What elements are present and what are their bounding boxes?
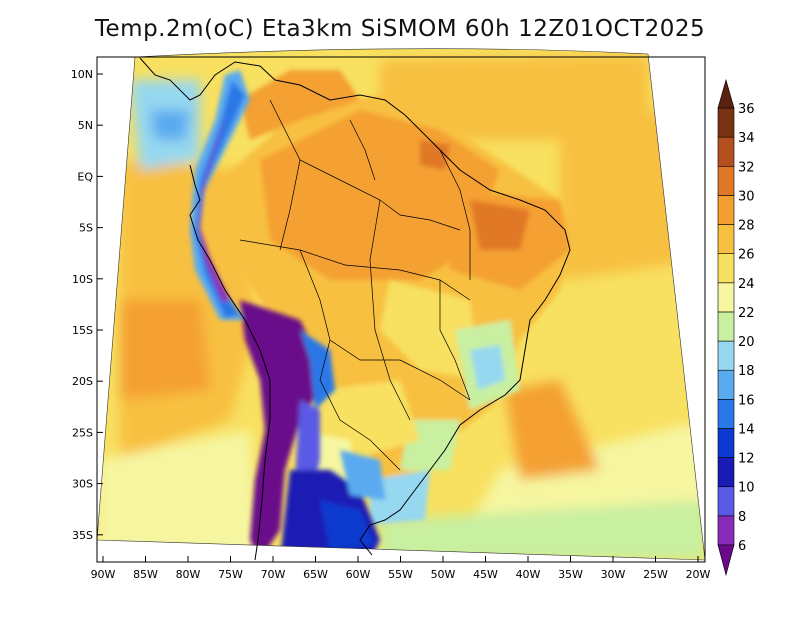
colorbar-label: 36 — [738, 102, 755, 117]
colorbar-label: 10 — [738, 481, 755, 496]
lon-tick-label: 80W — [176, 568, 201, 581]
lon-tick-label: 65W — [303, 568, 328, 581]
colorbar-label: 26 — [738, 248, 755, 263]
colorbar-bin — [717, 340, 735, 371]
colorbar-label: 6 — [738, 539, 746, 554]
lon-tick-label: 30W — [601, 568, 626, 581]
lon-tick-label: 55W — [388, 568, 413, 581]
colorbar-bin — [717, 282, 735, 313]
latitude-axis: 10N 5N EQ 5S 10S 15S 20S 25S 30S 35S — [71, 68, 103, 542]
lon-tick-label: 85W — [133, 568, 158, 581]
coastlines — [139, 57, 571, 561]
colorbar-bin — [717, 457, 735, 488]
lon-tick-label: 45W — [473, 568, 498, 581]
lon-tick-label: 90W — [91, 568, 116, 581]
lon-tick-label: 25W — [643, 568, 668, 581]
colorbar-bin — [717, 311, 735, 342]
lat-tick-label: 10S — [72, 273, 93, 286]
lat-tick-label: 10N — [71, 68, 93, 81]
colorbar-bin — [717, 369, 735, 400]
colorbar-bin — [717, 136, 735, 167]
lon-tick-label: 40W — [516, 568, 541, 581]
colorbar-label: 18 — [738, 364, 755, 379]
temperature-field — [97, 48, 705, 561]
lon-tick-label: 20W — [686, 568, 711, 581]
lat-tick-label: 20S — [72, 375, 93, 388]
colorbar-bin — [717, 399, 735, 429]
colorbar-bin — [717, 224, 735, 254]
colorbar-label: 28 — [738, 219, 755, 234]
domain-outline — [96, 48, 706, 561]
colorbar-over-triangle — [717, 78, 735, 109]
colorbar-label: 22 — [738, 306, 755, 321]
colorbar-label: 8 — [738, 510, 746, 525]
colorbar-bin — [717, 515, 735, 546]
lat-tick-label: 5N — [78, 119, 93, 132]
colorbar-label: 34 — [738, 131, 755, 146]
lon-tick-label: 50W — [431, 568, 456, 581]
colorbar-bin — [717, 253, 735, 284]
chart-title: Temp.2m(oC) Eta3km SiSMOM 60h 12Z01OCT20… — [94, 16, 706, 42]
lat-tick-label: 5S — [79, 222, 93, 235]
colorbar-under-triangle — [717, 544, 735, 577]
colorbar-label: 32 — [738, 160, 755, 175]
colorbar-bin — [717, 165, 735, 196]
colorbar-label: 20 — [738, 335, 755, 350]
lon-tick-label: 70W — [261, 568, 286, 581]
lat-tick-label: 35S — [72, 529, 93, 542]
lat-tick-label: 15S — [72, 324, 93, 337]
colorbar-label: 30 — [738, 189, 755, 204]
lon-tick-label: 60W — [346, 568, 371, 581]
colorbar-label: 16 — [738, 393, 755, 408]
colorbar-bin — [717, 107, 735, 138]
lat-tick-label: EQ — [77, 170, 93, 183]
colorbar-bin — [717, 428, 735, 458]
country-borders — [239, 99, 471, 471]
colorbar-label: 12 — [738, 452, 755, 467]
lat-tick-label: 25S — [72, 426, 93, 439]
lon-tick-label: 35W — [558, 568, 583, 581]
lat-tick-label: 30S — [72, 478, 93, 491]
colorbar-bin — [717, 486, 735, 517]
colorbar: 6 8 10 12 14 16 18 20 22 24 26 28 30 32 34 36 — [717, 78, 755, 577]
longitude-axis: 90W 85W 80W 75W 70W 65W 60W 55W 50W 45W 40W 35W 30W 2… — [91, 556, 711, 581]
lon-tick-label: 75W — [218, 568, 243, 581]
colorbar-bin — [717, 195, 735, 225]
colorbar-label: 14 — [738, 422, 755, 437]
colorbar-label: 24 — [738, 277, 755, 292]
